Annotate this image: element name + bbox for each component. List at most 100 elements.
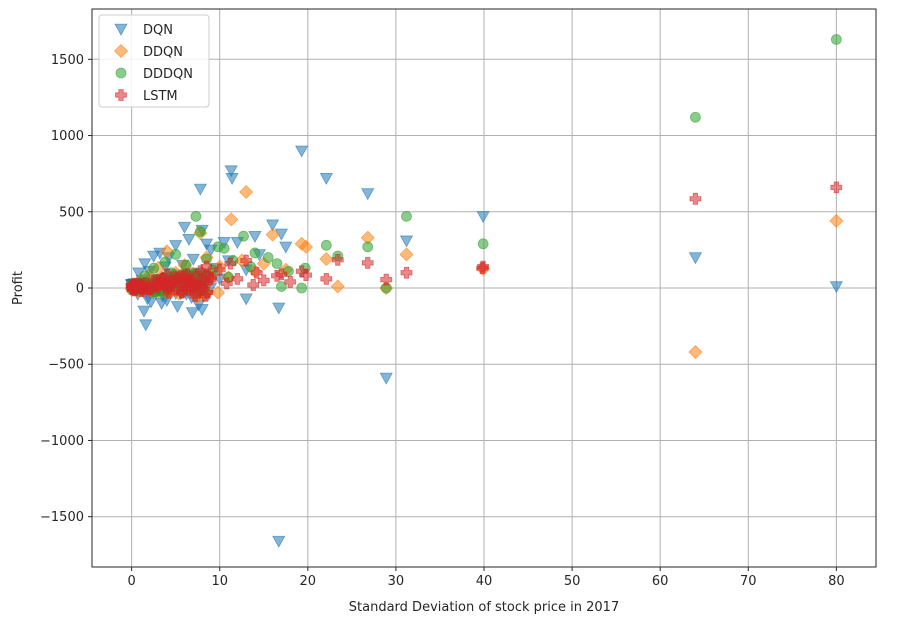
data-point <box>196 280 209 293</box>
data-point <box>477 238 489 250</box>
legend-marker <box>114 23 128 36</box>
legend-item-dddqn: DDDQN <box>115 67 193 82</box>
data-point <box>152 282 164 294</box>
data-point <box>361 188 375 201</box>
x-tick-label: 50 <box>564 574 581 589</box>
data-point <box>225 173 239 186</box>
data-point <box>262 252 274 263</box>
data-point <box>249 247 261 259</box>
data-point <box>174 279 186 291</box>
x-tick-label: 40 <box>476 574 493 589</box>
data-point <box>272 535 286 548</box>
data-point <box>193 183 208 196</box>
data-point <box>829 281 844 294</box>
data-point <box>185 307 200 320</box>
x-tick-label: 0 <box>127 574 135 589</box>
x-tick-label: 70 <box>740 574 757 589</box>
data-point <box>400 266 413 279</box>
data-point <box>239 293 253 306</box>
data-point <box>169 240 183 253</box>
points <box>124 34 844 548</box>
data-point <box>224 212 239 227</box>
legend-label: DDQN <box>143 45 183 60</box>
data-point <box>300 269 312 281</box>
data-point <box>331 253 344 266</box>
data-point <box>830 34 842 45</box>
data-point <box>194 265 207 278</box>
data-point <box>156 272 169 285</box>
data-point <box>220 277 233 290</box>
y-axis-label: Profit <box>11 271 26 305</box>
x-tick-label: 30 <box>388 574 405 589</box>
legend-box <box>98 14 210 108</box>
data-point <box>143 283 156 296</box>
data-point <box>248 230 262 243</box>
y-tick-label: −1500 <box>40 510 84 525</box>
data-point <box>190 210 202 222</box>
data-point <box>238 230 249 242</box>
data-point <box>279 241 293 254</box>
legend-marker <box>115 89 127 101</box>
y-axis: −1500 −1000 −500 0 500 1000 1500 <box>40 53 92 525</box>
data-point <box>189 287 201 300</box>
data-point <box>272 302 286 315</box>
y-tick-label: 500 <box>59 205 84 220</box>
y-tick-label: −1000 <box>40 434 84 449</box>
legend-label: LSTM <box>143 89 178 104</box>
legend-label: DQN <box>143 23 173 38</box>
data-point <box>380 273 393 286</box>
data-point <box>170 301 185 314</box>
x-tick-label: 20 <box>300 574 317 589</box>
y-tick-label: 1000 <box>51 129 84 144</box>
data-point <box>138 258 152 271</box>
data-point <box>159 256 171 268</box>
data-point <box>240 254 253 267</box>
data-point <box>271 269 283 282</box>
data-point <box>239 184 254 200</box>
x-tick-label: 80 <box>828 574 845 589</box>
data-point <box>275 281 287 292</box>
data-point <box>320 272 333 285</box>
legend-label: DDDQN <box>143 67 193 82</box>
data-point <box>257 274 270 287</box>
data-point <box>195 304 209 317</box>
data-point <box>182 234 196 247</box>
x-tick-label: 60 <box>652 574 669 589</box>
data-point <box>175 286 188 299</box>
y-tick-label: −500 <box>48 358 84 373</box>
data-point <box>154 298 169 311</box>
data-point <box>137 305 151 318</box>
data-point <box>688 252 703 265</box>
series-lstm <box>125 181 843 302</box>
data-point <box>296 282 308 294</box>
data-point <box>130 280 142 293</box>
data-point <box>165 276 178 288</box>
data-point <box>401 210 412 222</box>
legend: DQN DDQN DDDQN LSTM <box>98 14 210 108</box>
legend-item-ddqn: DDQN <box>113 43 183 60</box>
data-point <box>476 211 490 224</box>
data-point <box>199 238 214 251</box>
data-point <box>690 111 701 123</box>
data-point <box>361 256 374 269</box>
data-point <box>271 258 283 270</box>
data-point <box>399 235 414 248</box>
data-point <box>319 173 333 186</box>
data-point <box>194 226 206 237</box>
data-point <box>319 251 334 267</box>
x-tick-label: 10 <box>211 574 228 589</box>
data-point <box>265 227 280 242</box>
data-point <box>320 239 332 251</box>
legend-item-dqn: DQN <box>114 23 173 38</box>
data-point <box>829 213 844 228</box>
data-point <box>231 272 244 285</box>
y-tick-label: 1500 <box>51 53 84 68</box>
y-tick-label: 0 <box>76 282 84 297</box>
data-point <box>205 271 217 284</box>
x-axis: 0 10 20 30 40 50 60 70 80 <box>127 567 845 589</box>
data-point <box>213 263 226 276</box>
data-point <box>476 262 489 275</box>
x-axis-label: Standard Deviation of stock price in 201… <box>349 600 619 615</box>
data-point <box>294 145 309 158</box>
